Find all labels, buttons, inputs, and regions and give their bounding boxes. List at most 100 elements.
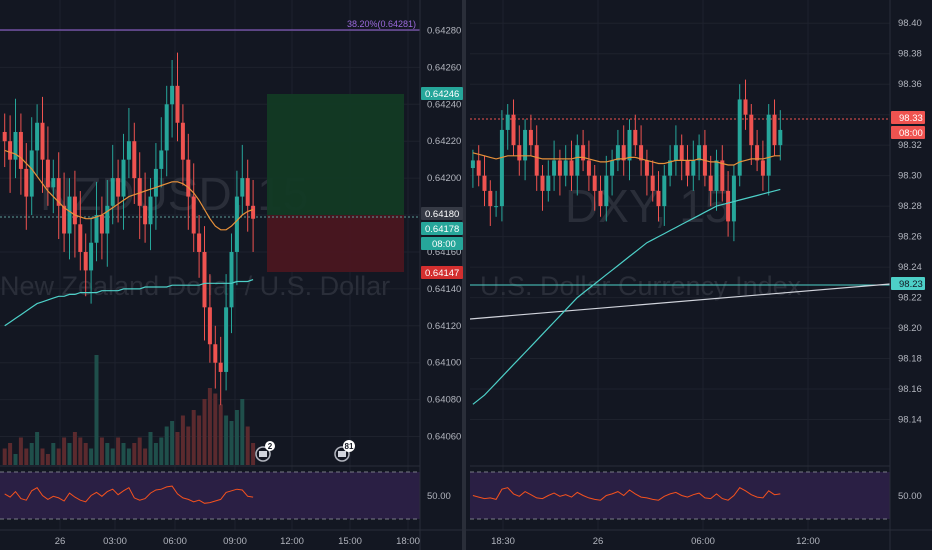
volume-bar [170, 421, 175, 465]
candle [110, 178, 115, 206]
candle [499, 129, 504, 207]
candle [8, 141, 13, 160]
candle [685, 160, 690, 176]
candle [251, 205, 256, 219]
left-volume-bars [2, 355, 256, 465]
candle [164, 104, 169, 151]
time-tick: 26 [55, 536, 66, 547]
tag-stop: 0.64147 [425, 268, 459, 279]
rsi-line [4, 485, 254, 504]
ma-slow-line [4, 279, 254, 327]
candle [679, 145, 684, 161]
watermark-right: DXY, 15 U.S. Dollar Currency Index [480, 180, 802, 301]
volume-bar [207, 388, 212, 465]
candle [755, 145, 760, 161]
candle [207, 307, 212, 345]
flag-icon [255, 446, 271, 462]
price-tick: 98.26 [898, 232, 922, 243]
price-tick: 98.32 [898, 140, 922, 151]
candle [644, 160, 649, 176]
candle [153, 168, 158, 197]
right-rsi-band [470, 472, 890, 519]
candle [534, 145, 539, 176]
candle [18, 131, 23, 169]
right-price-tags: 98.33 08:00 98.23 [891, 111, 925, 290]
event-badge-2[interactable]: 81 [334, 440, 355, 462]
candle [749, 114, 754, 146]
volume-bar [94, 355, 99, 465]
candle [2, 131, 7, 142]
volume-bar [224, 415, 229, 465]
candle [540, 175, 545, 191]
tag-target-bg [421, 87, 463, 100]
price-tick: 98.24 [898, 262, 922, 273]
price-tick: 0.64200 [427, 173, 461, 184]
candle [668, 160, 673, 176]
right-time-axis[interactable]: 18:30 26 06:00 12:00 [491, 536, 820, 547]
time-tick: 06:00 [163, 536, 187, 547]
candle [633, 129, 638, 146]
price-tick: 98.22 [898, 293, 922, 304]
left-time-axis[interactable]: 26 03:00 06:00 09:00 12:00 15:00 18:00 [55, 536, 420, 547]
trend-line[interactable] [469, 283, 891, 320]
candle [563, 160, 568, 176]
candle [656, 190, 661, 207]
candle [470, 160, 475, 169]
right-rsi-tick: 50.00 [898, 491, 922, 502]
candle [148, 196, 153, 225]
right-price-axis[interactable]: 98.4098.3898.3698.3498.3298.3098.2898.26… [898, 18, 922, 425]
candle [24, 168, 29, 197]
tag-entry: 0.64180 [425, 209, 459, 220]
price-tick: 98.18 [898, 354, 922, 365]
candle [13, 131, 18, 160]
candle [29, 150, 34, 197]
candle [662, 175, 667, 207]
volume-bar [121, 443, 126, 465]
candle [511, 114, 516, 146]
candle [224, 307, 229, 372]
candle [99, 215, 104, 234]
volume-bar [164, 426, 169, 465]
volume-bar [159, 437, 164, 465]
fib-level-label: 38.20%(0.64281) [347, 19, 416, 29]
position-loss-zone[interactable] [267, 215, 404, 272]
left-price-tags: 0.64246 0.64180 0.64178 08:00 0.64147 [421, 87, 463, 279]
candle [186, 159, 191, 197]
price-tick: 0.64060 [427, 432, 461, 443]
volume-bar [78, 437, 83, 465]
volume-bar [180, 415, 185, 465]
panel-divider[interactable] [462, 0, 466, 550]
left-price-axis[interactable]: 0.64280 0.64260 0.64240 0.64220 0.64200 0.641… [427, 25, 461, 442]
left-moving-averages [4, 149, 254, 327]
candle [67, 196, 72, 234]
volume-bar [51, 443, 56, 465]
price-tick: 0.64260 [427, 62, 461, 73]
candle [528, 129, 533, 146]
watermark-description: U.S. Dollar Currency Index [480, 271, 802, 301]
candle [598, 190, 603, 207]
event-badge-1[interactable]: 2 [255, 441, 275, 462]
volume-bar [8, 443, 13, 465]
volume-bar [83, 443, 88, 465]
position-profit-zone[interactable] [267, 94, 404, 215]
price-tick: 98.28 [898, 201, 922, 212]
candle [760, 160, 765, 176]
candle [126, 141, 131, 160]
candle [51, 178, 56, 188]
candle [592, 175, 597, 191]
candle [586, 160, 591, 176]
candle [234, 196, 239, 252]
candle [708, 175, 713, 191]
tag-countdown: 08:00 [432, 239, 456, 250]
volume-bar [18, 437, 23, 465]
candle [476, 160, 481, 176]
badge-dot [343, 440, 355, 452]
ma-fast-line [472, 152, 781, 166]
candle [772, 114, 777, 146]
price-tick: 98.14 [898, 415, 922, 426]
price-tick: 98.30 [898, 171, 922, 182]
price-tick: 0.64220 [427, 136, 461, 147]
candle [569, 160, 574, 176]
volume-bar [110, 448, 115, 465]
